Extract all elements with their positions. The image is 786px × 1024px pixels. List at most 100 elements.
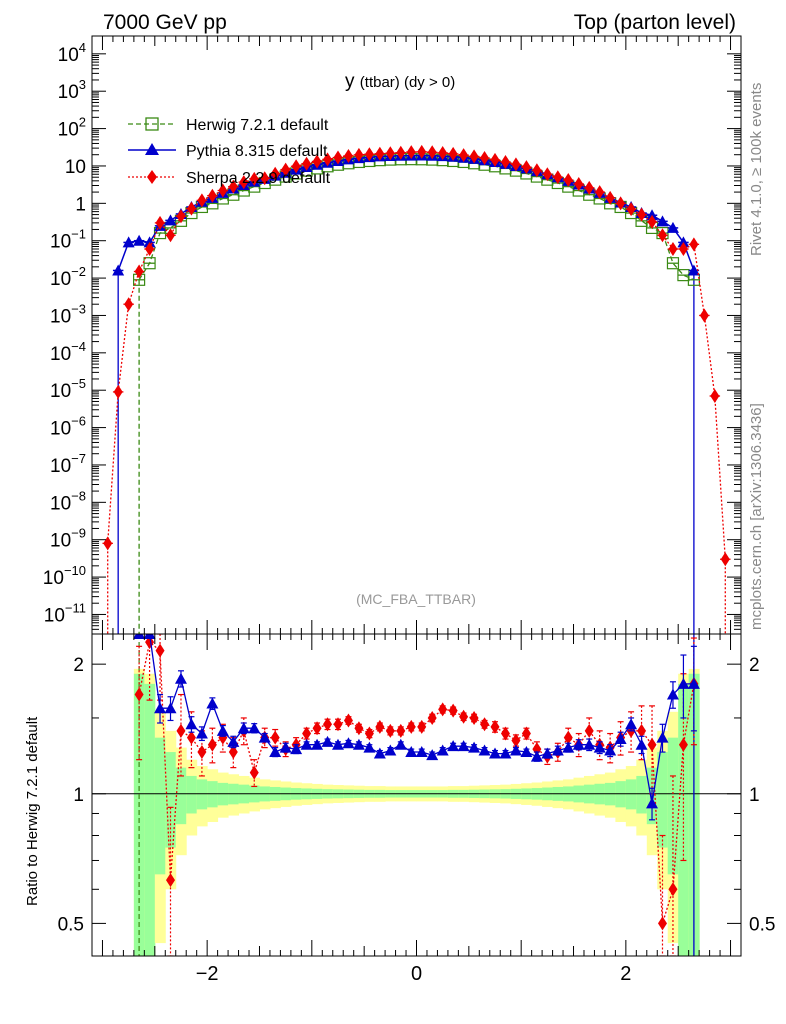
sherpa-point — [333, 150, 343, 165]
sherpa-ratio-point — [354, 721, 364, 736]
y-tick-label: 103 — [58, 77, 86, 103]
y-tick-label: 10−6 — [50, 414, 86, 440]
sherpa-ratio-point — [427, 710, 437, 725]
pythia-point — [133, 234, 146, 246]
y-tick-exponent: −6 — [71, 414, 86, 429]
pythia-ratio-point — [352, 738, 365, 750]
pythia-ratio-point — [133, 634, 146, 639]
sherpa-point — [113, 384, 123, 399]
sherpa-point — [563, 173, 573, 188]
analysis-label: (MC_FBA_TTBAR) — [356, 591, 476, 607]
pythia-point — [677, 236, 690, 248]
legend-sherpa: Sherpa 2.2.9 default — [128, 170, 331, 187]
y-tick-exponent: −2 — [71, 264, 86, 279]
legend-sherpa-label: Sherpa 2.2.9 default — [186, 170, 331, 187]
sherpa-point — [343, 148, 353, 163]
sherpa-ratio-point — [343, 713, 353, 728]
legend-herwig: Herwig 7.2.1 default — [128, 117, 329, 134]
sherpa-ratio-point — [375, 719, 385, 734]
y-tick-base: 10 — [50, 232, 71, 253]
pythia-ratio-point — [478, 744, 491, 756]
pythia-ratio-point — [687, 677, 700, 689]
y-tick-label: 10 — [65, 157, 86, 178]
sherpa-ratio-point — [249, 765, 259, 780]
pythia-ratio-point — [373, 747, 386, 759]
sherpa-point — [595, 185, 605, 200]
y-tick-exponent: −8 — [71, 488, 86, 503]
sherpa-ratio-point — [134, 687, 144, 702]
sherpa-point — [574, 176, 584, 191]
x-tick-label: 0 — [411, 963, 422, 985]
herwig-point — [143, 257, 156, 270]
sherpa-point — [511, 157, 521, 172]
sherpa-point — [710, 388, 720, 403]
sherpa-point — [302, 156, 312, 171]
sherpa-point — [657, 228, 667, 243]
sherpa-point — [186, 201, 196, 216]
sherpa-ratio-point — [333, 717, 343, 732]
pythia-ratio-point — [520, 746, 533, 758]
sherpa-ratio-point — [668, 882, 678, 897]
legend: Herwig 7.2.1 default Pythia 8.315 defaul… — [128, 117, 331, 187]
legend-herwig-marker — [145, 117, 159, 131]
pythia-point — [164, 214, 177, 226]
process-label: Top (parton level) — [574, 11, 736, 34]
sherpa-point — [500, 154, 510, 169]
pythia-ratio-point — [185, 718, 198, 730]
ratio-band-inner — [657, 752, 669, 848]
sherpa-ratio-point — [417, 719, 427, 734]
y-tick-exponent: −1 — [71, 227, 86, 242]
legend-pythia-label: Pythia 8.315 default — [186, 143, 328, 160]
sherpa-ratio-point — [166, 873, 176, 888]
pythia-ratio-point — [279, 741, 292, 753]
pythia-ratio-point — [426, 749, 439, 761]
y-tick-label: 10−8 — [50, 488, 86, 514]
sherpa-ratio-point — [406, 719, 416, 734]
sherpa-ratio-point — [207, 737, 217, 752]
y-tick-exponent: −10 — [64, 563, 86, 578]
sherpa-point — [166, 228, 176, 243]
sherpa-point — [459, 148, 469, 163]
ratio-ylabel: Ratio to Herwig 7.2.1 default — [24, 716, 41, 906]
sherpa-ratio-point — [647, 737, 657, 752]
sherpa-point — [354, 147, 364, 162]
main-title: y (ttbar) (dy > 0) — [345, 71, 455, 92]
main-y-axis: 10410310210110−110−210−310−410−510−610−7… — [43, 36, 741, 635]
sherpa-point — [103, 536, 113, 551]
pythia-ratio-point — [468, 741, 481, 753]
sherpa-ratio-point — [312, 721, 322, 736]
pythia-ratio-point — [583, 738, 596, 750]
pythia-ratio-point — [666, 688, 679, 700]
sherpa-ratio-point — [155, 643, 165, 658]
ratio-band-inner — [667, 737, 679, 875]
y-tick-label: 10−3 — [50, 301, 86, 327]
sherpa-point — [207, 188, 217, 203]
sherpa-point — [417, 144, 427, 159]
sherpa-ratio-point — [438, 702, 448, 717]
pythia-point — [687, 264, 700, 276]
pythia-ratio-point — [499, 747, 512, 759]
y-tick-label: 10−9 — [50, 526, 86, 552]
sherpa-ratio-point — [186, 730, 196, 745]
y-tick-label: 10−10 — [43, 563, 86, 589]
pythia-ratio-point — [154, 702, 167, 714]
sherpa-point — [605, 190, 615, 205]
sherpa-point — [124, 297, 134, 312]
legend-pythia-marker — [145, 143, 159, 155]
pythia-ratio-point — [363, 741, 376, 753]
pythia-point — [646, 209, 659, 221]
ratio-y-tick-label: 1 — [73, 785, 84, 806]
y-tick-exponent: 3 — [79, 77, 86, 92]
sherpa-point — [228, 179, 238, 194]
sherpa-ratio-point — [323, 717, 333, 732]
x-tick-label: −2 — [196, 963, 219, 985]
collider-label: 7000 GeV pp — [103, 11, 227, 34]
pythia-ratio-point — [604, 744, 617, 756]
y-tick-label: 10−4 — [50, 339, 86, 365]
pythia-ratio-point — [541, 747, 554, 759]
pythia-ratio-point — [415, 746, 428, 758]
legend-pythia: Pythia 8.315 default — [128, 143, 328, 160]
ratio-data-layer — [92, 634, 741, 956]
sherpa-ratio-point — [480, 717, 490, 732]
